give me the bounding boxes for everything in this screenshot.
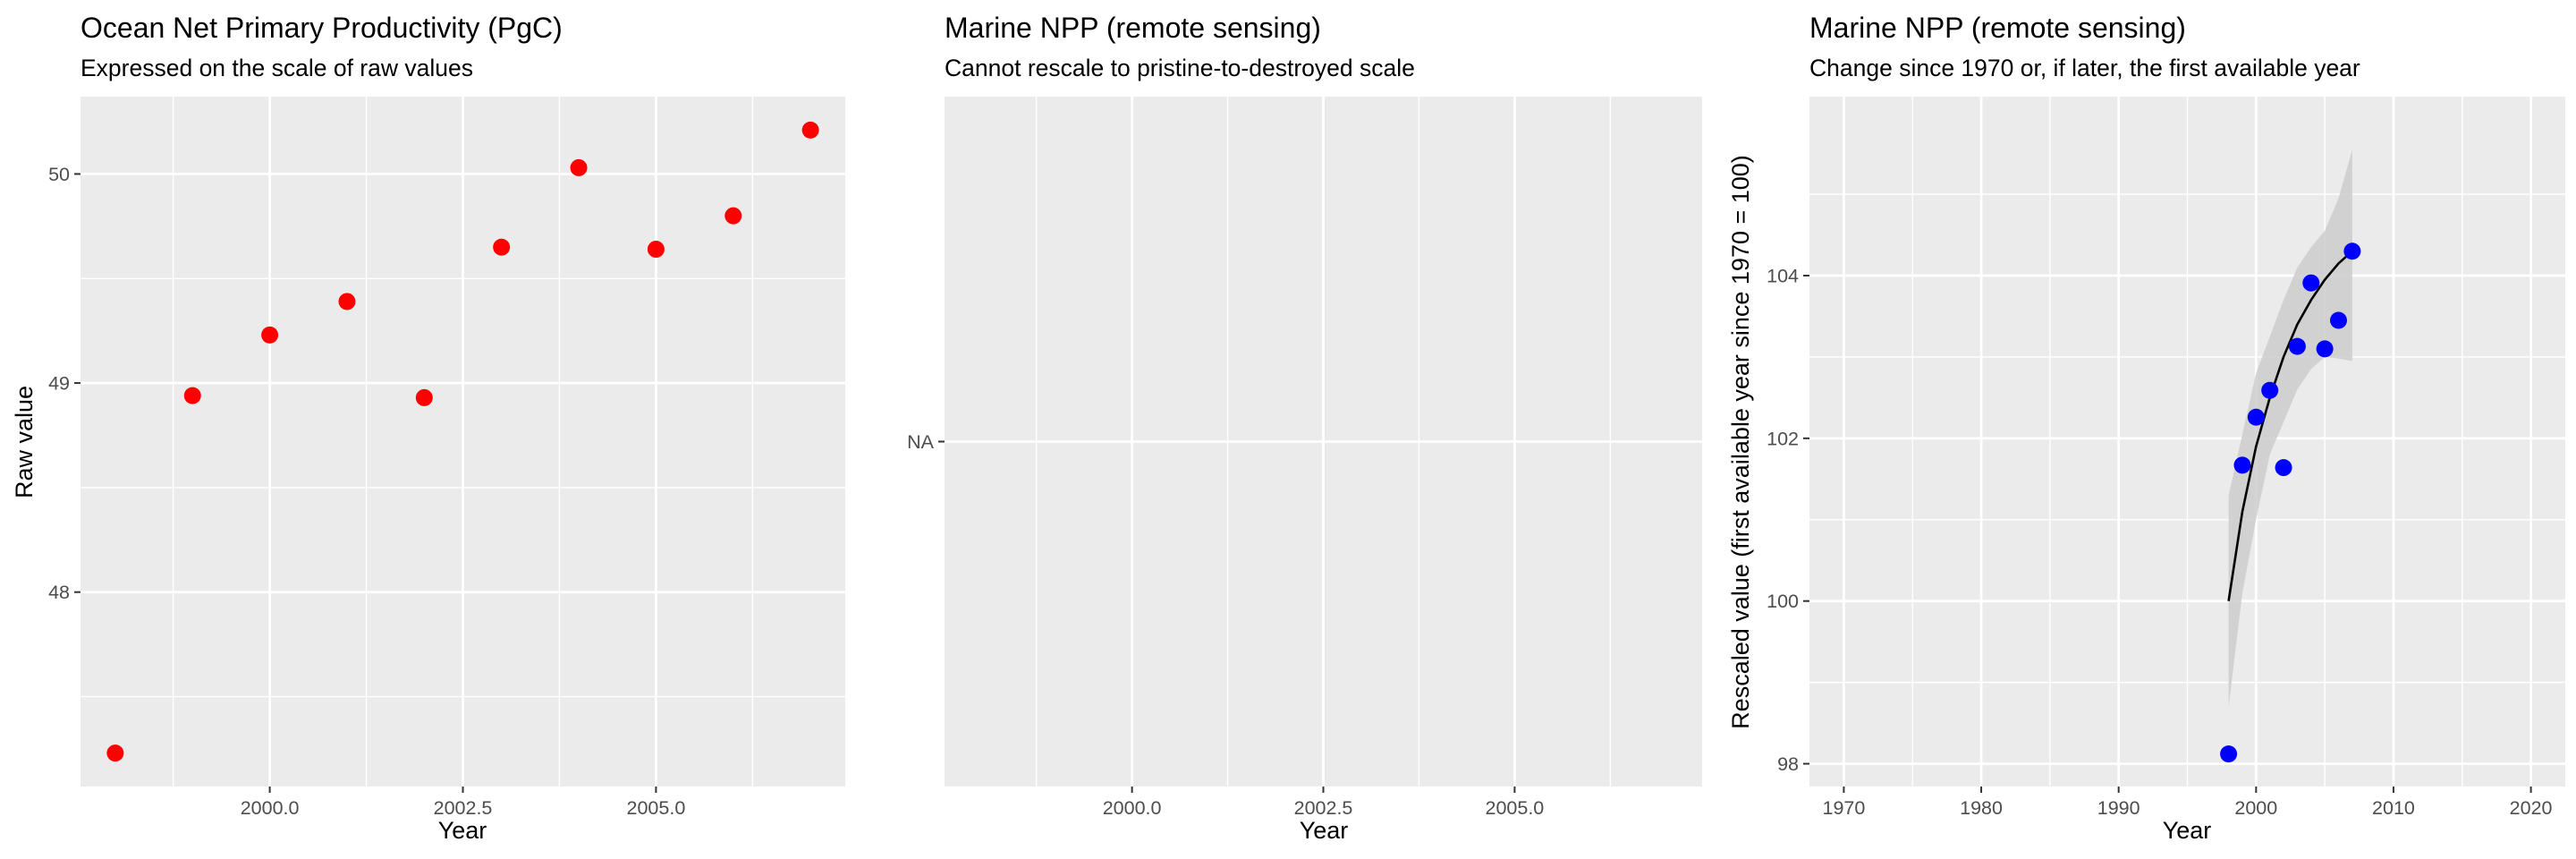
panel-raw-y-axis-title: Raw value — [11, 386, 38, 498]
panel-rescale-na-subtitle: Cannot rescale to pristine-to-destroyed … — [945, 55, 1415, 81]
data-point — [261, 326, 279, 344]
data-point — [183, 387, 201, 404]
panel-change-x-axis-title: Year — [2163, 817, 2212, 844]
y-tick-label: 100 — [1767, 591, 1799, 612]
panel-change-x-ticks: 1970 1980 1990 2000 2010 2020 — [1822, 787, 2553, 819]
data-point — [2261, 381, 2279, 399]
data-point — [2288, 337, 2306, 355]
y-tick-label: 104 — [1767, 266, 1799, 287]
data-point — [2330, 311, 2347, 329]
x-tick-label: 2005.0 — [627, 797, 686, 819]
x-tick-label: 2020 — [2510, 797, 2553, 819]
data-point — [570, 158, 588, 176]
data-point — [2275, 459, 2292, 477]
data-point — [2343, 242, 2361, 260]
panel-raw: Ocean Net Primary Productivity (PgC) Exp… — [11, 12, 845, 844]
data-point — [647, 241, 665, 259]
x-tick-label: 2002.5 — [434, 797, 493, 819]
smooth-fit-line — [2227, 250, 2353, 601]
panel-change-y-ticks: 98 100 102 104 — [1767, 266, 1809, 775]
x-tick-label: 2002.5 — [1294, 797, 1353, 819]
data-point — [801, 121, 819, 139]
panel-raw-subtitle: Expressed on the scale of raw values — [80, 55, 473, 81]
panel-rescale-na: Marine NPP (remote sensing) Cannot resca… — [907, 12, 1702, 844]
x-tick-label: 2005.0 — [1486, 797, 1545, 819]
panel-rescale-na-x-axis-title: Year — [1300, 817, 1349, 844]
y-tick-label-na: NA — [907, 431, 935, 453]
x-tick-label: 2000.0 — [241, 797, 300, 819]
panel-change-subtitle: Change since 1970 or, if later, the firs… — [1809, 55, 2360, 81]
y-tick-label: 49 — [48, 373, 70, 395]
panel-raw-gridlines — [80, 97, 845, 787]
data-point — [2302, 274, 2320, 292]
data-point — [2220, 745, 2238, 763]
x-tick-label: 1980 — [1960, 797, 2003, 819]
y-tick-label: 48 — [48, 582, 70, 603]
data-point — [338, 293, 356, 310]
y-tick-label: 98 — [1777, 753, 1799, 775]
panel-change-y-axis-title: Rescaled value (first available year sin… — [1727, 155, 1754, 729]
data-point — [493, 238, 511, 256]
data-point — [724, 207, 742, 225]
panel-raw-title: Ocean Net Primary Productivity (PgC) — [80, 12, 563, 44]
data-point — [106, 744, 124, 762]
panel-change-title: Marine NPP (remote sensing) — [1809, 12, 2186, 44]
data-point — [415, 388, 433, 406]
panel-raw-points — [106, 121, 819, 762]
x-tick-label: 1970 — [1822, 797, 1865, 819]
panel-change: Marine NPP (remote sensing) Change since… — [1727, 12, 2565, 844]
panel-change-points — [2220, 242, 2361, 763]
panel-raw-x-ticks: 2000.0 2002.5 2005.0 — [241, 787, 686, 819]
y-tick-label: 102 — [1767, 428, 1799, 449]
data-point — [2247, 408, 2265, 426]
panel-change-gridlines — [1809, 97, 2565, 787]
panel-rescale-na-gridlines — [945, 97, 1702, 787]
panel-change-fit-line — [2227, 250, 2353, 601]
x-tick-label: 2000 — [2234, 797, 2277, 819]
x-tick-label: 2010 — [2372, 797, 2415, 819]
confidence-ribbon — [2228, 149, 2352, 707]
panel-rescale-na-y-ticks: NA — [907, 431, 945, 453]
x-tick-label: 1990 — [2097, 797, 2140, 819]
data-point — [2233, 456, 2251, 474]
y-tick-label: 50 — [48, 164, 70, 185]
panel-raw-y-ticks: 48 49 50 — [48, 164, 80, 603]
panel-rescale-na-x-ticks: 2000.0 2002.5 2005.0 — [1103, 787, 1545, 819]
panel-raw-x-axis-title: Year — [438, 817, 487, 844]
x-tick-label: 2000.0 — [1103, 797, 1162, 819]
data-point — [2316, 340, 2334, 358]
panel-change-confidence-ribbon — [2228, 149, 2352, 707]
panel-rescale-na-title: Marine NPP (remote sensing) — [945, 12, 1321, 44]
